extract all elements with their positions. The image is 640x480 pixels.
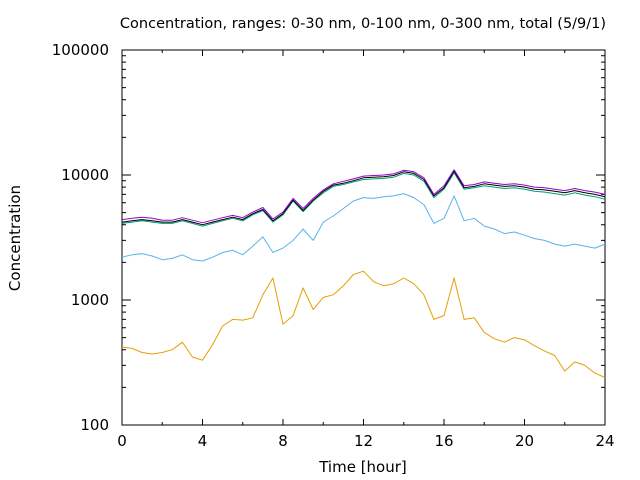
series-group (121, 169, 606, 378)
x-axis-label: Time [hour] (318, 458, 407, 476)
x-tick-label: 12 (354, 432, 373, 450)
axis-ticks (121, 49, 606, 426)
series-line-4 (121, 170, 606, 226)
y-tick-label: 100 (80, 416, 109, 434)
x-tick-label: 16 (434, 432, 453, 450)
series-line-3 (121, 172, 606, 227)
series-line-2 (121, 193, 606, 262)
x-tick-label: 20 (515, 432, 534, 450)
series-line-5 (121, 169, 606, 224)
x-tick-label: 0 (117, 432, 127, 450)
y-tick-label: 10000 (61, 166, 109, 184)
x-tick-label: 24 (595, 432, 614, 450)
axis-tick-labels: 0 4 8 12 16 20 24 100 1000 10000 100000 (52, 41, 615, 450)
chart-title: Concentration, ranges: 0-30 nm, 0-100 nm… (120, 16, 606, 32)
x-tick-label: 8 (278, 432, 288, 450)
y-axis-label: Concentration (6, 185, 24, 291)
y-tick-label: 1000 (71, 291, 109, 309)
x-tick-label: 4 (198, 432, 208, 450)
series-line-1 (121, 270, 606, 378)
y-tick-label: 100000 (52, 41, 109, 59)
